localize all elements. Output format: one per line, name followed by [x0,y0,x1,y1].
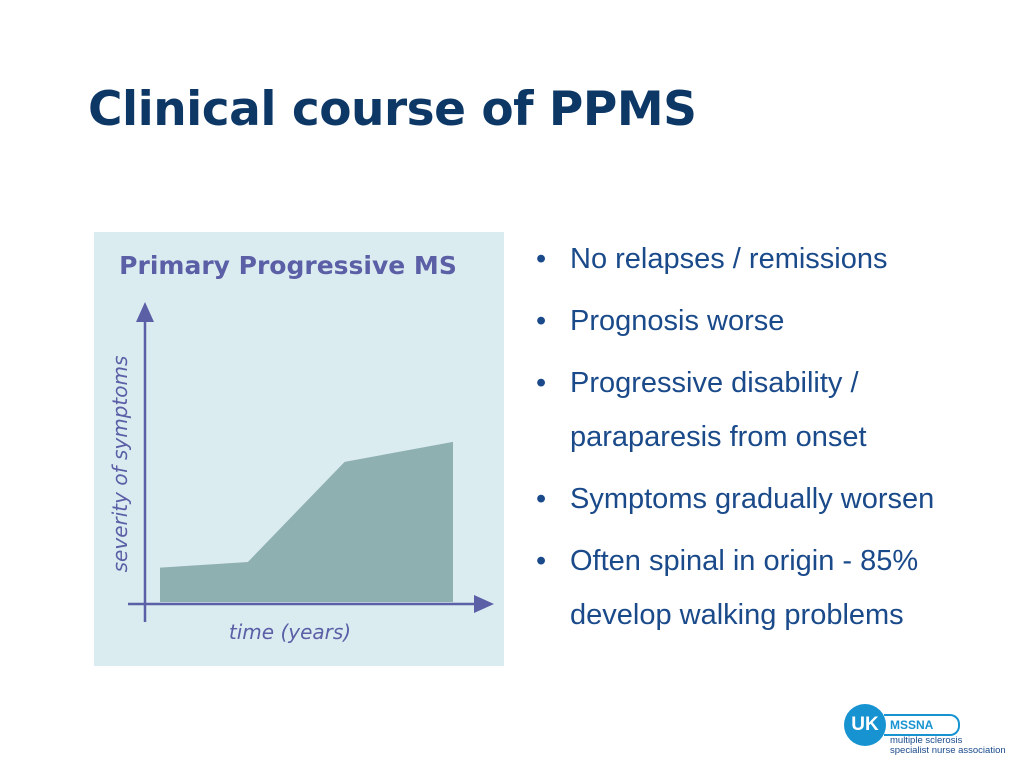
bullet-item: Often spinal in origin - 85% develop wal… [530,534,970,642]
logo-name: MSSNA [884,714,960,736]
bullet-item: Symptoms gradually worsen [530,472,970,526]
logo-subtitle-line1: multiple sclerosis [890,735,963,746]
chart-title: Primary Progressive MS [119,251,457,280]
x-axis-arrow-icon [474,595,494,613]
bullet-list: No relapses / remissions Prognosis worse… [530,232,970,650]
bullet-item: Prognosis worse [530,294,970,348]
bullet-item: Progressive disability / paraparesis fro… [530,356,970,464]
y-axis-arrow-icon [136,302,154,322]
chart-panel: Primary Progressive MS time (years) seve… [94,232,504,666]
logo-badge: UK [844,704,886,746]
logo-subtitle-line2: specialist nurse association [890,745,1006,756]
symptom-severity-area [160,441,453,602]
y-axis-label: severity of symptoms [108,356,132,573]
bullet-item: No relapses / remissions [530,232,970,286]
slide-title: Clinical course of PPMS [88,82,697,137]
mssna-logo: MSSNA UK multiple sclerosis specialist n… [844,702,1014,756]
chart: Primary Progressive MS time (years) seve… [108,251,494,644]
x-axis-label: time (years) [229,620,351,644]
